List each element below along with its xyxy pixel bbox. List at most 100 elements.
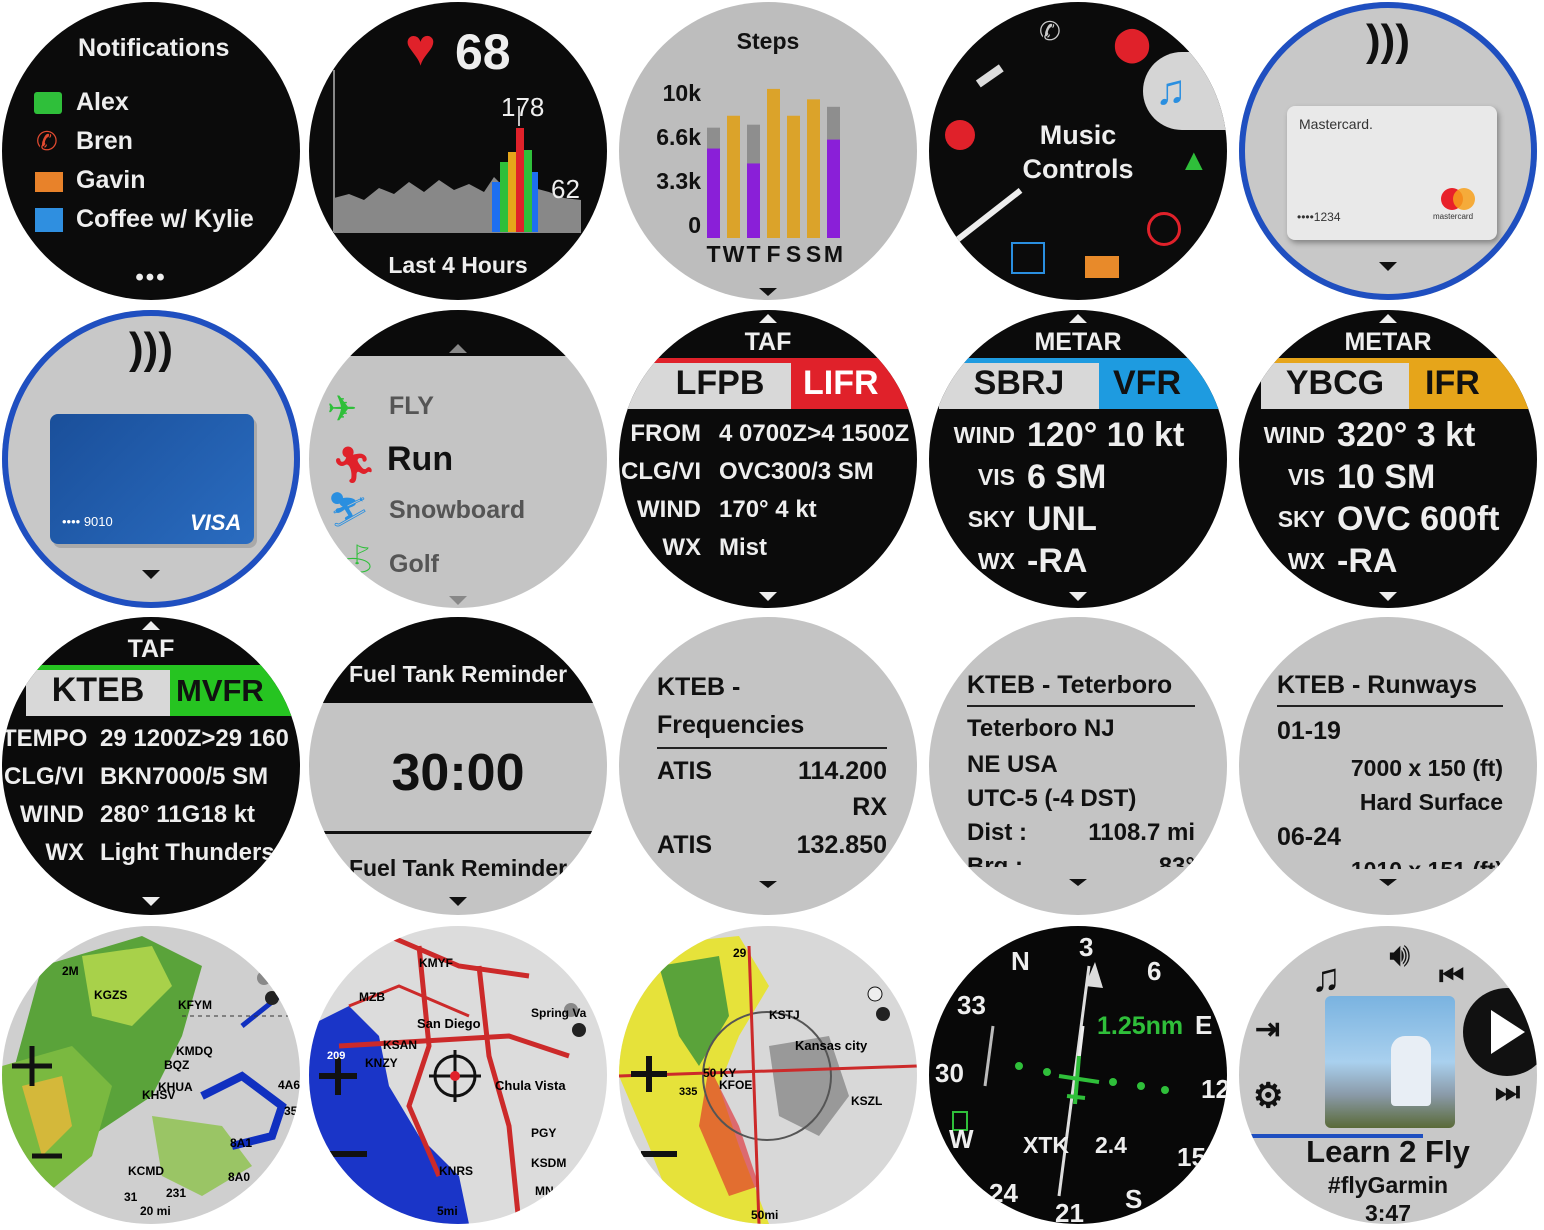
sandiego-map-widget[interactable]: KMYF MZB San Diego Spring Va KSAN KNZY 2… [309, 926, 607, 1224]
divider [967, 705, 1195, 707]
map-canvas[interactable] [2, 926, 300, 1224]
card-label: E [1195, 1010, 1213, 1040]
wallet-visa-widget[interactable]: ))) •••• 9010 VISA [2, 310, 300, 608]
list-item[interactable]: Alex [76, 88, 129, 116]
scroll-up-icon[interactable] [759, 314, 777, 323]
stopwatch-icon[interactable] [945, 120, 975, 150]
phone-icon[interactable]: ✆ [1039, 16, 1061, 46]
scroll-down-icon[interactable] [759, 592, 777, 601]
list-item[interactable]: Coffee w/ Kylie [76, 205, 254, 233]
x-tick-label: T [746, 241, 760, 267]
music-note-icon[interactable]: ♫ [1155, 66, 1187, 113]
runways-widget[interactable]: KTEB - Runways 01-19 7000 x 150 (ft) Har… [1239, 617, 1537, 915]
heart-rate-widget[interactable]: ♥ 68 178 62 Last 4 Hours [309, 2, 607, 300]
map-canvas[interactable] [309, 926, 607, 1224]
mastercard-card[interactable]: Mastercard. ••••1234 mastercard [1287, 106, 1497, 240]
bar [807, 99, 820, 238]
kansas-map-widget[interactable]: 29 KSTJ Kansas city 50 KY KFOE 335 KSZL … [619, 926, 917, 1224]
runway-id[interactable]: 06-24 [1277, 823, 1341, 851]
scroll-down-icon[interactable] [449, 596, 467, 605]
controls-widget[interactable]: ♫ ✆ ⬤ ▬ ▲ Music Controls [929, 2, 1227, 300]
scroll-down-icon[interactable] [449, 897, 467, 906]
map-canvas[interactable] [619, 926, 917, 1224]
timer-title: Fuel Tank Reminder [348, 661, 568, 687]
scroll-down-icon[interactable] [1069, 879, 1087, 886]
header-bar [309, 617, 607, 703]
scroll-down-icon[interactable] [142, 897, 160, 906]
report-type: TAF [744, 328, 792, 356]
map-label: 8A0 [228, 1170, 251, 1184]
hsi-widget[interactable]: N 3 6 E 12 15 S 21 24 W 30 33 1.25nm XTK… [929, 926, 1227, 1224]
notifications-widget[interactable]: Notifications Alex ✆ Bren Gavin Coffee w… [2, 2, 300, 300]
list-item[interactable]: Golf [389, 550, 439, 578]
pencil-icon[interactable] [955, 188, 1023, 242]
scroll-up-icon[interactable] [449, 344, 467, 353]
row-value: 320° 3 kt [1337, 416, 1476, 454]
freq-value[interactable]: 114.200 [798, 757, 887, 785]
next-track-icon[interactable]: ⏭︎ [1495, 1076, 1521, 1107]
album-art [1325, 996, 1455, 1128]
divider [657, 747, 887, 749]
list-item[interactable]: Gavin [76, 166, 146, 194]
fuel-reminder-widget[interactable]: Fuel Tank Reminder 30:00 Fuel Tank Remin… [309, 617, 607, 915]
bar [827, 139, 840, 238]
altimeter-icon[interactable]: ▲ [1179, 144, 1209, 177]
card-brand: Mastercard. [1299, 116, 1373, 132]
location-pin-icon[interactable]: ⬤ [1113, 25, 1152, 63]
list-item[interactable]: Fuel Tank Reminder [348, 855, 568, 881]
volume-icon[interactable]: 🔊︎ [1389, 936, 1411, 974]
scroll-down-icon[interactable] [1379, 262, 1397, 271]
runway-id[interactable]: 01-19 [1277, 717, 1341, 745]
scroll-down-icon[interactable] [759, 881, 777, 888]
metar-sbrj-widget[interactable]: METAR SBRJ VFR WIND 120° 10 kt VIS 6 SM SK… [929, 310, 1227, 608]
map-label: 50 KY [703, 1066, 737, 1080]
source-icon[interactable]: ⇥ [1255, 1013, 1281, 1046]
taf-kteb-widget[interactable]: TAF KTEB MVFR TEMPO 29 1200Z>29 160 CLG/V… [2, 617, 300, 915]
list-item[interactable]: FLY [389, 392, 434, 420]
metar-ybcg-widget[interactable]: METAR YBCG IFR WIND 320° 3 kt VIS 10 SM SK… [1239, 310, 1537, 608]
heart-rate-graph [333, 70, 581, 233]
map-label: MZB [359, 990, 385, 1004]
scroll-up-icon[interactable] [1069, 314, 1087, 323]
compass-icon[interactable] [1147, 212, 1181, 246]
scroll-down-icon[interactable] [1069, 592, 1087, 601]
scroll-up-icon[interactable] [142, 621, 160, 630]
more-indicator[interactable]: ••• [135, 264, 167, 291]
playback-progress-bar[interactable] [1251, 1134, 1423, 1138]
previous-track-icon[interactable]: ⏮︎ [1439, 960, 1465, 991]
scroll-down-icon[interactable] [142, 570, 160, 579]
scroll-down-icon[interactable] [1379, 592, 1397, 601]
frequencies-widget[interactable]: KTEB - Frequencies ATIS 114.200 RX ATIS … [619, 617, 917, 915]
music-player-widget[interactable]: ♫ 🔊︎ ⏮︎ ⏭︎ ⇥ ⚙︎ Learn 2 Fly #flyGarmin 3… [1239, 926, 1537, 1224]
list-item[interactable]: Run [387, 440, 454, 478]
map-scale: 20 mi [140, 1204, 171, 1218]
list-item[interactable]: Bren [76, 127, 133, 155]
music-library-icon[interactable]: ♫ [1311, 956, 1341, 1000]
visa-card[interactable]: •••• 9010 VISA [50, 414, 254, 544]
info-line: NE USA [967, 751, 1058, 778]
notifications-title: Notifications [78, 34, 230, 62]
airport-info-widget[interactable]: KTEB - Teterboro Teterboro NJ NE USA UTC… [929, 617, 1227, 915]
activities-widget[interactable]: ✈ FLY 🏃︎ Run ⛷︎ Snowboard ⛳︎ Golf [309, 310, 607, 608]
wallet-icon[interactable] [1085, 256, 1119, 278]
row-value: -RA [1337, 542, 1398, 580]
settings-gear-icon[interactable]: ⚙︎ [1253, 1077, 1284, 1115]
scroll-down-icon[interactable] [1379, 879, 1397, 886]
card-label: 6 [1147, 956, 1162, 986]
weather-map-widget[interactable]: 2M KGZS KFYM KMDQ KHUA BQZ KHSV 4A6 8A1 … [2, 926, 300, 1224]
album-art-person [1391, 1036, 1431, 1106]
category-bar [929, 358, 1227, 363]
map-label: 231 [166, 1186, 187, 1200]
scroll-down-icon[interactable] [759, 288, 777, 296]
timer-value[interactable]: 30:00 [391, 744, 525, 802]
map-label: 35 [284, 1104, 298, 1118]
wallet-mastercard-widget[interactable]: ))) Mastercard. ••••1234 mastercard [1239, 2, 1537, 300]
scroll-up-icon[interactable] [1379, 314, 1397, 323]
list-item[interactable]: Snowboard [389, 496, 526, 524]
weather-icon[interactable] [1011, 242, 1045, 274]
flashlight-icon[interactable]: ▬ [966, 50, 1008, 93]
taf-lfpb-widget[interactable]: TAF LFPB LIFR FROM 4 0700Z>4 1500Z CLG/VI… [619, 310, 917, 608]
card-label: 33 [957, 990, 986, 1020]
freq-value[interactable]: 132.850 [796, 831, 887, 859]
